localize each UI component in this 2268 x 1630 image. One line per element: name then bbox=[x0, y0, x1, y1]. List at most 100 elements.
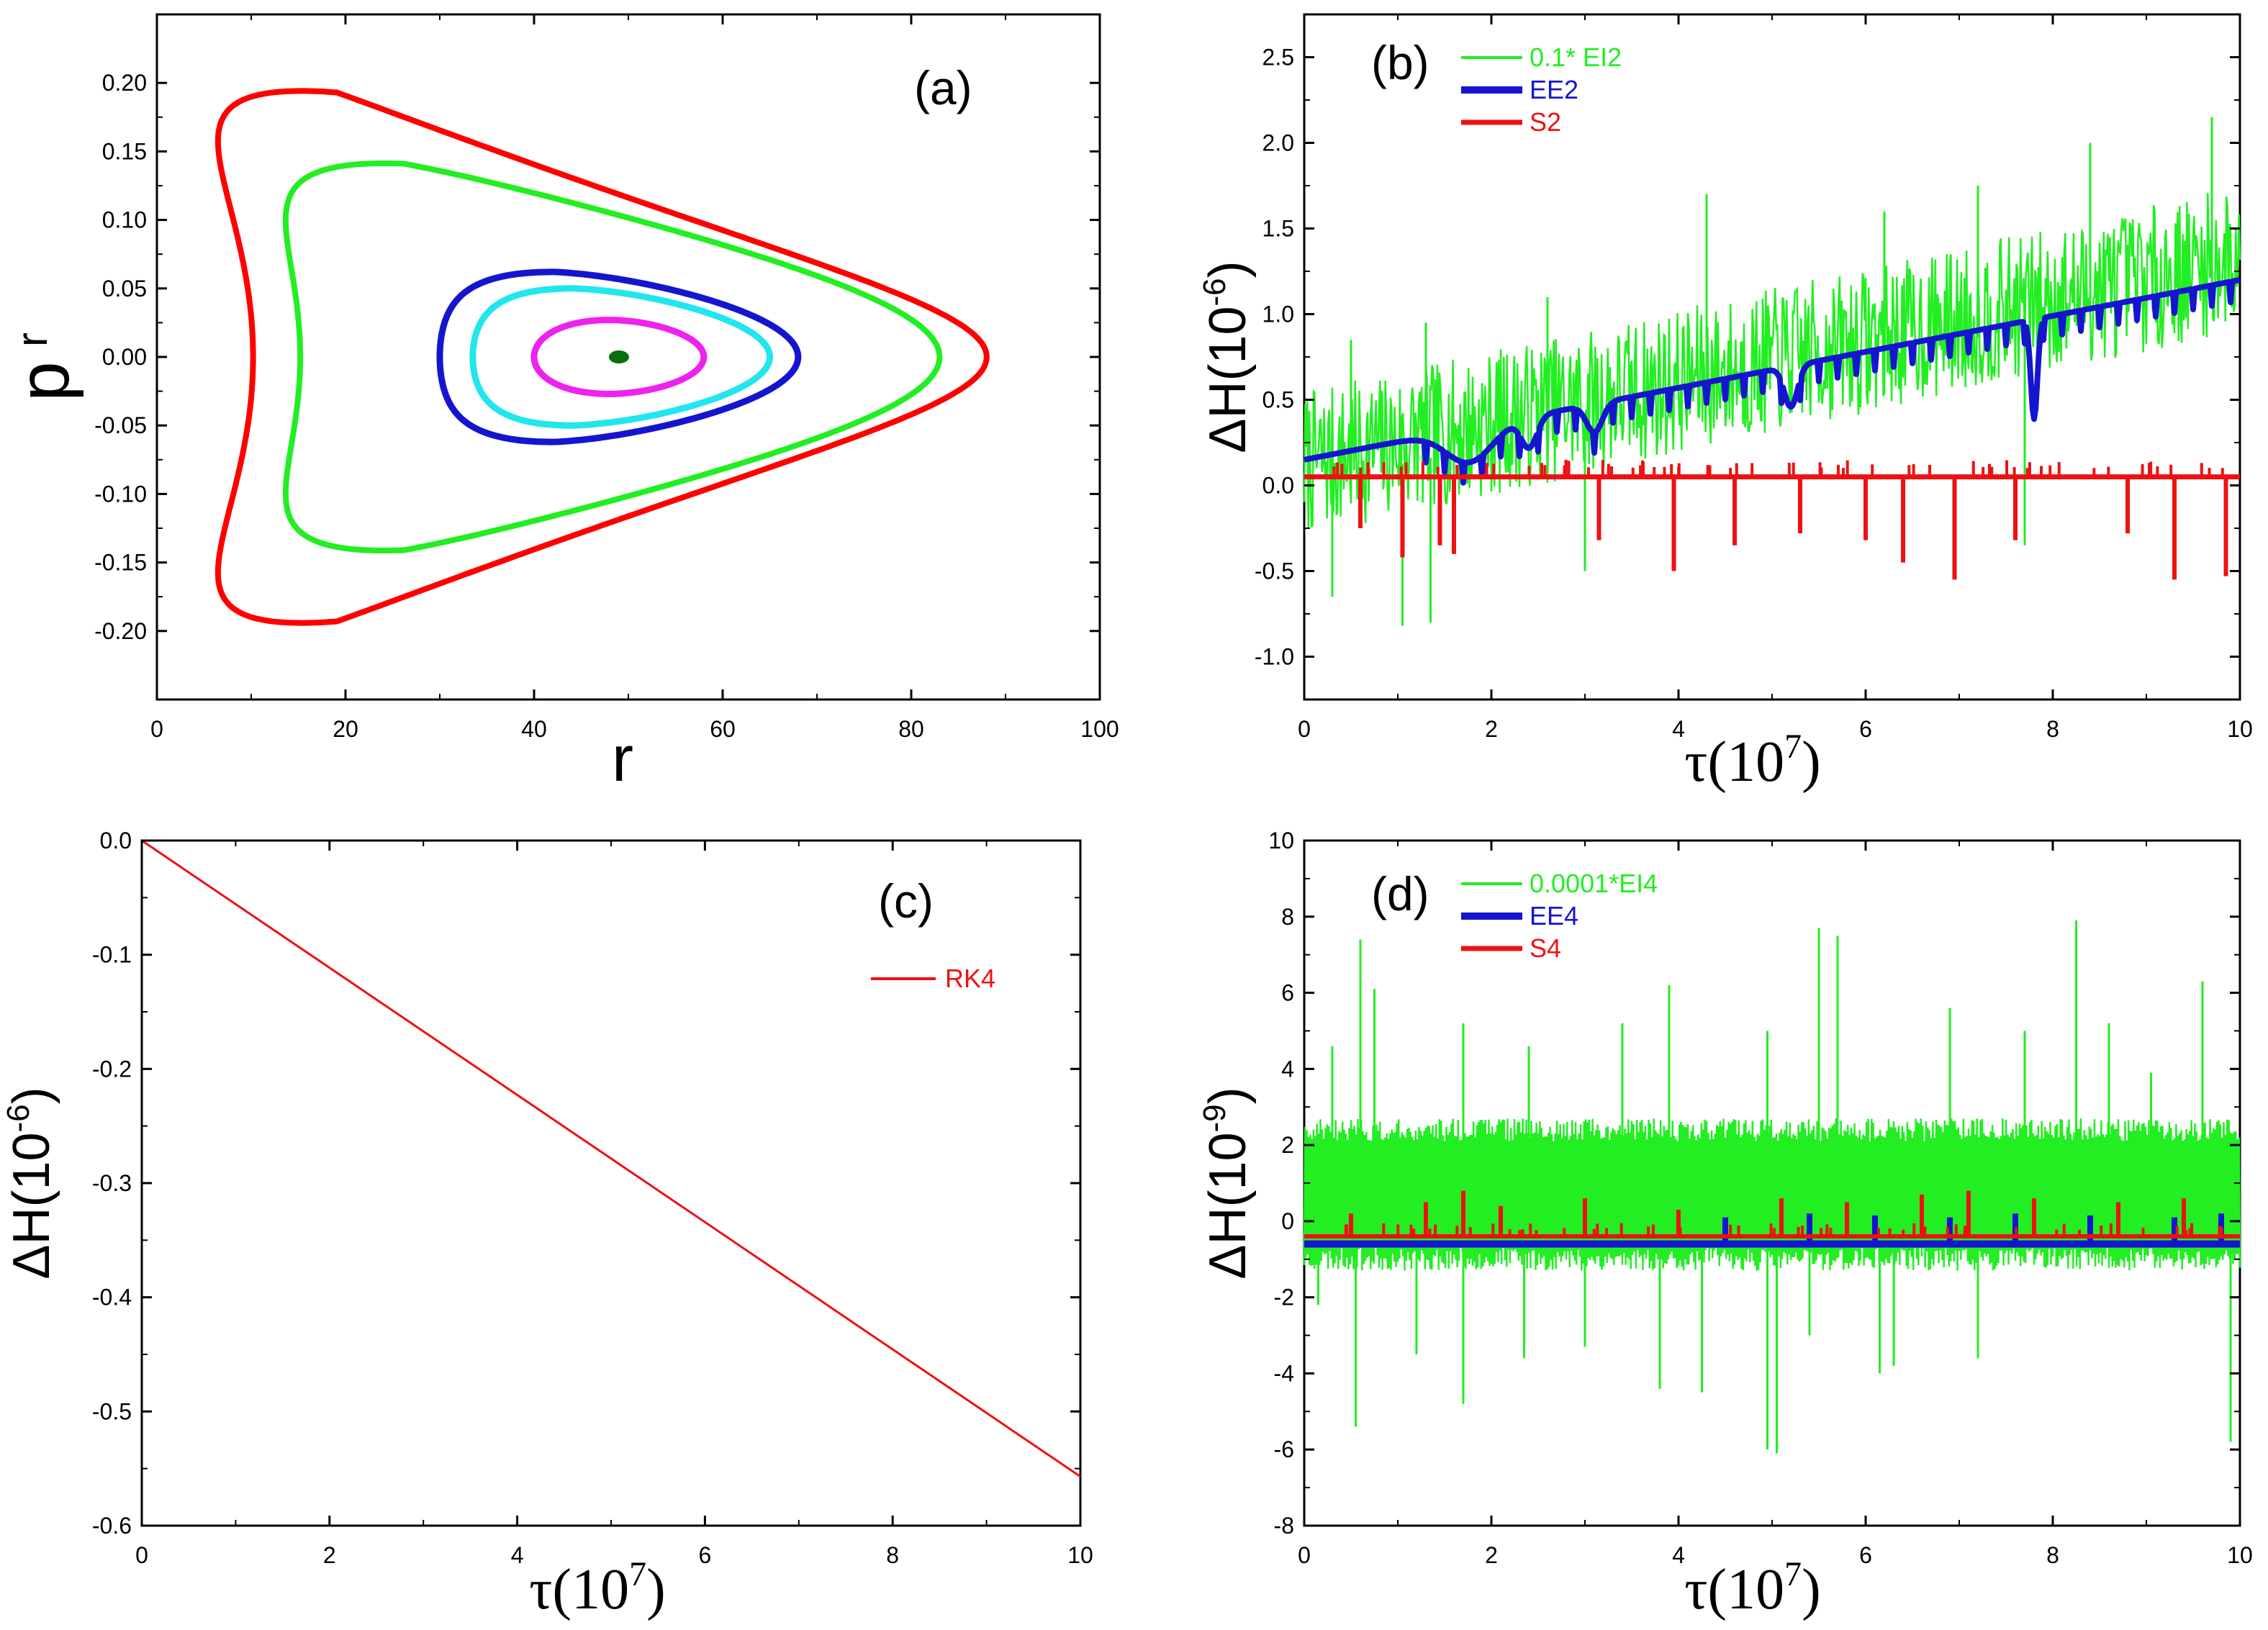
panel-d-xtick-label: 2 bbox=[1485, 1542, 1498, 1568]
panel-c-label: (c) bbox=[878, 874, 934, 928]
panel-a-ytick-label: 0.00 bbox=[102, 344, 147, 370]
panel-a-ylabel-main: p bbox=[4, 361, 84, 402]
orbit-blue bbox=[436, 268, 802, 445]
panel-b-ytick-label: 0.5 bbox=[1262, 387, 1294, 413]
series-ee2 bbox=[1303, 276, 2241, 486]
panel-c-ytick-label: -0.5 bbox=[92, 1398, 132, 1424]
panel-d-ytick-label: 8 bbox=[1281, 904, 1294, 930]
panel-b-plot-area: 0 2 4 6 8 10 -1.0 -0.5 0.0 0.5 1.0 1.5 2.0 2.5 bbox=[1255, 13, 2253, 742]
panel-d-legend-s4: S4 bbox=[1530, 933, 1561, 963]
panel-c-legend-rk4: RK4 bbox=[945, 964, 995, 993]
panel-c-xtick-label: 8 bbox=[886, 1542, 899, 1568]
panel-b-xtick-label: 10 bbox=[2227, 716, 2253, 742]
panel-a-xtick-label: 20 bbox=[333, 716, 358, 742]
panel-d-ytick-label: 10 bbox=[1268, 828, 1294, 854]
panel-d-ytick-label: -6 bbox=[1274, 1436, 1294, 1462]
panel-b-ticks: 0 2 4 6 8 10 -1.0 -0.5 0.0 0.5 1.0 1.5 2.0 2.5 bbox=[1255, 14, 2253, 742]
panel-c-ticks: 0 2 4 6 8 10 -0.6 -0.5 -0.4 -0.3 -0.2 -0.1 0.0 bbox=[92, 828, 1093, 1568]
panel-d-ytick-label: 0 bbox=[1281, 1208, 1294, 1234]
panel-b-legend-s2: S2 bbox=[1530, 107, 1561, 137]
panel-a-ytick-label: -0.20 bbox=[94, 618, 147, 644]
panel-d-ytick-label: 2 bbox=[1281, 1132, 1294, 1158]
panel-d-ytick-label: -4 bbox=[1274, 1360, 1294, 1386]
panel-a: 0 20 40 60 80 100 -0.20 -0.15 -0.10 -0.05 0.00 0.05… bbox=[4, 13, 1119, 795]
panel-c-ytick-label: -0.6 bbox=[92, 1513, 132, 1539]
panel-d-ticks: 0 2 4 6 8 10 -8 -6 -4 -2 0 2 4 6 8 10 bbox=[1268, 828, 2252, 1568]
panel-b: 0 2 4 6 8 10 -1.0 -0.5 0.0 0.5 1.0 1.5 2.0 2.5 (b) 0.… bbox=[1197, 13, 2253, 794]
panel-b-frame bbox=[1303, 13, 2241, 701]
panel-d-ylabel: ΔH(10-9) bbox=[1197, 1087, 1257, 1279]
panel-d-xtick-label: 4 bbox=[1672, 1542, 1685, 1568]
panel-a-xlabel: r bbox=[612, 723, 633, 795]
series-rk4 bbox=[141, 839, 1081, 1478]
panel-a-xtick-label: 60 bbox=[710, 716, 736, 742]
panel-d: 0 2 4 6 8 10 -8 -6 -4 -2 0 2 4 6 8 10 (d) 0.0001*EI4 EE… bbox=[1197, 828, 2253, 1621]
panel-b-ylabel: ΔH(10-6) bbox=[1197, 261, 1257, 453]
panel-c-xtick-label: 6 bbox=[699, 1542, 712, 1568]
panel-c-xtick-label: 0 bbox=[135, 1542, 148, 1568]
panel-a-ytick-label: -0.05 bbox=[94, 412, 147, 438]
panel-b-legend-ee2: EE2 bbox=[1530, 75, 1578, 104]
panel-d-series bbox=[1303, 920, 2241, 1454]
panel-c-ytick-label: 0.0 bbox=[100, 828, 132, 854]
panel-c-ytick-label: -0.4 bbox=[92, 1285, 132, 1310]
panel-d-xlabel: τ(107) bbox=[1684, 1555, 1820, 1621]
panel-c-plot-area: 0 2 4 6 8 10 -0.6 -0.5 -0.4 -0.3 -0.2 -0.1 0.0 bbox=[92, 828, 1093, 1568]
panel-c-xtick-label: 4 bbox=[511, 1542, 524, 1568]
panel-b-ytick-label: 2.0 bbox=[1262, 130, 1294, 156]
panel-c-xtick-label: 10 bbox=[1067, 1542, 1093, 1568]
panel-d-ytick-label: 4 bbox=[1281, 1056, 1294, 1082]
panel-b-ytick-label: 2.5 bbox=[1262, 45, 1294, 71]
panel-d-plot-area: 0 2 4 6 8 10 -8 -6 -4 -2 0 2 4 6 8 10 bbox=[1268, 828, 2252, 1568]
panel-b-xlabel: τ(107) bbox=[1684, 728, 1820, 794]
panel-b-ytick-label: 1.0 bbox=[1262, 302, 1294, 327]
series-ei4 bbox=[1303, 1118, 2241, 1271]
panel-b-legend-ei2: 0.1* EI2 bbox=[1530, 42, 1622, 72]
panel-d-legend-ei4: 0.0001*EI4 bbox=[1530, 869, 1658, 898]
panel-a-ytick-label: -0.15 bbox=[94, 550, 147, 576]
panel-a-ticks: 0 20 40 60 80 100 -0.20 -0.15 -0.10 -0.05 0.00 0.05… bbox=[94, 14, 1119, 742]
panel-b-legend: 0.1* EI2 EE2 S2 bbox=[1461, 42, 1622, 137]
panel-a-ylabel-sub: r bbox=[8, 332, 56, 347]
panel-a-label: (a) bbox=[914, 61, 972, 114]
panel-d-label: (d) bbox=[1371, 867, 1429, 920]
panel-d-xtick-label: 6 bbox=[1859, 1542, 1872, 1568]
panel-b-ytick-label: -1.0 bbox=[1255, 644, 1294, 670]
panel-c-ytick-label: -0.2 bbox=[92, 1056, 132, 1082]
panel-b-ytick-label: -0.5 bbox=[1255, 558, 1294, 584]
panel-a-xtick-label: 80 bbox=[898, 716, 924, 742]
panel-c-ylabel: ΔH(10-6) bbox=[1, 1087, 60, 1279]
panel-a-plot-area: 0 20 40 60 80 100 -0.20 -0.15 -0.10 -0.05 0.00 0.05… bbox=[94, 13, 1119, 742]
panel-a-xtick-label: 0 bbox=[150, 716, 163, 742]
panel-b-xtick-label: 8 bbox=[2046, 716, 2059, 742]
panel-d-xtick-label: 0 bbox=[1298, 1542, 1311, 1568]
panel-b-ytick-label: 0.0 bbox=[1262, 473, 1294, 499]
panel-c-legend: RK4 bbox=[871, 964, 995, 993]
orbit-cyan bbox=[469, 285, 773, 429]
panel-a-ylabel: p r bbox=[4, 332, 84, 402]
panel-c-series bbox=[141, 839, 1081, 1478]
orbit-red bbox=[214, 88, 990, 626]
panel-b-xtick-label: 0 bbox=[1298, 716, 1311, 742]
panel-b-label: (b) bbox=[1371, 36, 1429, 89]
panel-d-legend-ee4: EE4 bbox=[1530, 901, 1578, 931]
panel-b-series bbox=[1303, 117, 2241, 626]
panel-c-frame bbox=[140, 839, 1082, 1527]
panel-d-ytick-label: -8 bbox=[1274, 1513, 1294, 1539]
panel-b-xtick-label: 2 bbox=[1485, 716, 1498, 742]
panel-d-xtick-label: 8 bbox=[2046, 1542, 2059, 1568]
panel-a-ytick-label: 0.15 bbox=[102, 138, 147, 164]
panel-a-xtick-label: 100 bbox=[1080, 716, 1119, 742]
panel-a-orbits bbox=[214, 88, 990, 626]
panel-c-xlabel: τ(107) bbox=[529, 1555, 665, 1621]
orbit-magenta bbox=[530, 317, 708, 397]
panel-b-xtick-label: 4 bbox=[1672, 716, 1685, 742]
panel-c-xtick-label: 2 bbox=[323, 1542, 336, 1568]
panel-d-xtick-label: 10 bbox=[2227, 1542, 2253, 1568]
panel-a-ytick-label: 0.10 bbox=[102, 207, 147, 233]
panel-b-xtick-label: 6 bbox=[1859, 716, 1872, 742]
panel-c-ytick-label: -0.1 bbox=[92, 942, 132, 968]
panel-a-xtick-label: 40 bbox=[521, 716, 547, 742]
panel-d-legend: 0.0001*EI4 EE4 S4 bbox=[1461, 869, 1658, 963]
